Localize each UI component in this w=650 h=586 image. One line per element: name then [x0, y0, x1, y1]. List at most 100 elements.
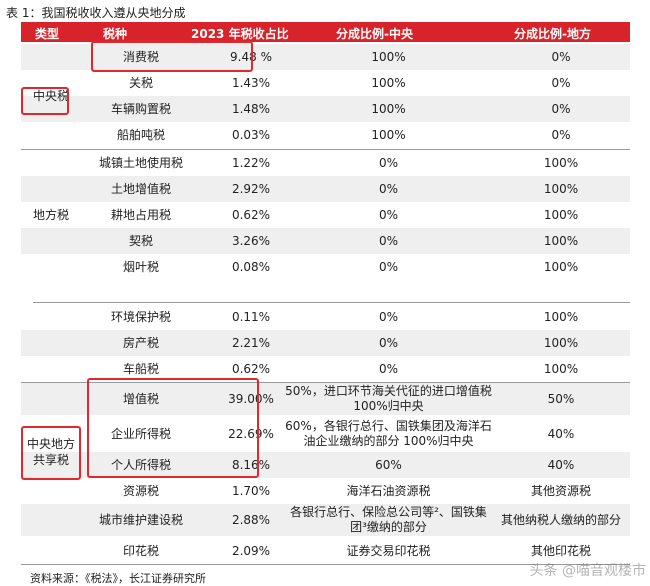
central-split: 50%，进口环节海关代征的进口增值税 100%归中央: [285, 384, 492, 413]
table-row: 城镇土地使用税 1.22% 0% 100%: [21, 150, 630, 176]
central-split: 0%: [378, 207, 399, 222]
table-caption: 表 1：我国税收收入遵从央地分成: [6, 6, 186, 20]
category-label: 中央地方 共享税: [26, 437, 75, 467]
tax-share: 0.11%: [231, 309, 271, 324]
header-central: 分成比例-中央: [336, 27, 413, 41]
central-split: 0%: [378, 233, 399, 248]
table-row: 企业所得税 22.69% 60%，各银行总行、国铁集团及海洋石 油企业缴纳的部分…: [21, 418, 630, 450]
tax-name: 契税: [128, 233, 153, 248]
tax-share: 8.16%: [231, 457, 271, 472]
tax-name: 城镇土地使用税: [98, 155, 183, 170]
table-bottom-rule: [21, 564, 630, 565]
highlight-box-shared-category: [21, 426, 81, 480]
tax-name: 个人所得税: [110, 457, 171, 472]
tax-name: 耕地占用税: [110, 207, 171, 222]
tax-share: 2.09%: [231, 543, 271, 558]
watermark: 头条 @喵音观楼市: [529, 563, 646, 579]
tax-share: 1.22%: [231, 155, 271, 170]
central-split: 各银行总行、保险总公司等²、国铁集 团³缴纳的部分: [290, 505, 487, 534]
local-split: 0%: [551, 75, 571, 90]
central-split: 海洋石油资源税: [346, 483, 431, 498]
header-tax: 税种: [103, 27, 128, 41]
local-split: 0%: [551, 127, 571, 142]
tax-name: 土地增值税: [110, 181, 171, 196]
central-split: 0%: [378, 181, 399, 196]
header-type: 类型: [35, 27, 60, 41]
tax-share: 0.08%: [231, 259, 271, 274]
header-local: 分成比例-地方: [514, 27, 591, 41]
tax-share: 0.62%: [231, 361, 271, 376]
group-divider: [21, 149, 630, 150]
central-split: 证券交易印花税: [346, 543, 431, 558]
table-row: 城市维护建设税 2.88% 各银行总行、保险总公司等²、国铁集 团³缴纳的部分 …: [21, 504, 630, 536]
local-split: 100%: [543, 361, 579, 376]
central-split: 100%: [371, 101, 406, 116]
local-split: 40%: [547, 457, 575, 472]
table-header: 类型 税种 2023 年税收占比 分成比例-中央 分成比例-地方: [21, 22, 630, 42]
table-row: 个人所得税 8.16% 60% 40%: [21, 452, 630, 478]
tax-name: 消费税: [122, 49, 159, 64]
source-note: 资料来源：《税法》，长江证券研究所: [30, 572, 206, 585]
tax-share: 3.26%: [231, 233, 271, 248]
central-split: 0%: [378, 335, 399, 350]
highlight-box-central-tax: [21, 87, 69, 115]
tax-name: 资源税: [122, 483, 159, 498]
tax-share: 1.70%: [231, 483, 271, 498]
tax-name: 印花税: [122, 543, 159, 558]
tax-name: 城市维护建设税: [98, 512, 183, 527]
local-split: 100%: [543, 155, 579, 170]
central-split: 0%: [378, 361, 399, 376]
tax-name: 烟叶税: [122, 259, 159, 274]
table-row: 印花税 2.09% 证券交易印花税 其他印花税: [21, 538, 630, 564]
tax-name: 企业所得税: [110, 426, 171, 441]
tax-share: 39.00%: [228, 391, 274, 406]
table-row: 资源税 1.70% 海洋石油资源税 其他资源税: [21, 478, 630, 504]
central-split: 60%: [375, 457, 402, 472]
header-share: 2023 年税收占比: [191, 27, 289, 41]
local-split: 其他纳税人缴纳的部分: [500, 512, 621, 527]
tax-share: 2.88%: [231, 512, 271, 527]
tax-share: 1.43%: [231, 75, 271, 90]
table-row: 车辆购置税 1.48% 100% 0%: [21, 96, 630, 122]
group-divider: [33, 302, 630, 303]
tax-name: 车船税: [122, 361, 159, 376]
central-split: 100%: [371, 49, 406, 64]
highlight-box-consumption-tax: [91, 41, 253, 72]
table-row: 消费税 9.48 % 100% 0%: [21, 44, 630, 70]
central-split: 100%: [371, 127, 406, 142]
table-row: 土地增值税 2.92% 0% 100%: [21, 176, 630, 202]
central-split: 0%: [378, 259, 399, 274]
local-split: 100%: [543, 181, 579, 196]
table-row: 房产税 2.21% 0% 100%: [21, 330, 630, 356]
tax-name: 增值税: [122, 391, 159, 406]
highlight-box-shared-taxes: [87, 378, 259, 478]
tax-name: 车辆购置税: [110, 101, 171, 116]
group-divider: [21, 382, 630, 383]
local-split: 100%: [543, 207, 579, 222]
central-split: 100%: [371, 75, 406, 90]
table-row: 耕地占用税 0.62% 0% 100%: [21, 202, 630, 228]
local-split: 0%: [551, 49, 571, 64]
tax-name: 环境保护税: [110, 309, 171, 324]
category-label: 地方税: [32, 208, 69, 222]
local-split: 100%: [543, 335, 579, 350]
tax-share: 2.92%: [231, 181, 271, 196]
tax-share: 1.48%: [231, 101, 271, 116]
table-row: 契税 3.26% 0% 100%: [21, 228, 630, 254]
table-row: 增值税 39.00% 50%，进口环节海关代征的进口增值税 100%归中央 50…: [21, 383, 630, 415]
table-row: 烟叶税 0.08% 0% 100%: [21, 254, 630, 280]
tax-share: 22.69%: [228, 426, 274, 441]
category-label: 中央税: [32, 89, 69, 103]
tax-share: 2.21%: [231, 335, 271, 350]
local-split: 其他印花税: [530, 543, 591, 558]
local-split: 100%: [543, 233, 579, 248]
table-row: 关税 1.43% 100% 0%: [21, 70, 630, 96]
tax-share: 0.03%: [231, 127, 271, 142]
central-split: 60%，各银行总行、国铁集团及海洋石 油企业缴纳的部分 100%归中央: [285, 419, 492, 448]
local-split: 50%: [547, 391, 575, 406]
local-split: 40%: [547, 426, 575, 441]
tax-share: 0.62%: [231, 207, 271, 222]
table-row: 船舶吨税 0.03% 100% 0%: [21, 122, 630, 148]
tax-name: 关税: [128, 75, 153, 90]
tax-name: 船舶吨税: [116, 127, 165, 142]
